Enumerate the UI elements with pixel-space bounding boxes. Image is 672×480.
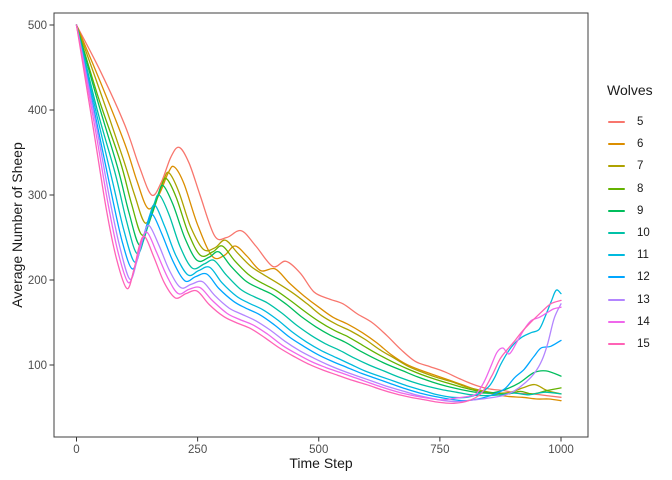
series-line-14	[75, 24, 562, 401]
legend-item-label: 5	[637, 116, 644, 129]
legend-item-12: 12	[604, 266, 653, 288]
legend-item-label: 13	[637, 293, 650, 306]
legend-item-label: 6	[637, 138, 644, 151]
legend: Wolves 5 6 7 8 9 10 11 12 13 14 15	[604, 82, 653, 355]
legend-key-line-icon	[608, 143, 625, 146]
legend-item-7: 7	[604, 155, 653, 177]
x-tick-label: 0	[73, 444, 79, 456]
series-line-12	[75, 24, 562, 402]
y-tick-label: 300	[28, 190, 47, 202]
legend-item-label: 11	[637, 249, 649, 262]
y-tick-label: 200	[28, 275, 47, 287]
x-tick-label: 250	[188, 444, 207, 456]
legend-item-label: 7	[637, 160, 644, 173]
legend-item-6: 6	[604, 133, 653, 155]
x-tick-label: 1000	[548, 444, 574, 456]
legend-item-5: 5	[604, 111, 653, 133]
y-tick-label: 400	[28, 105, 47, 117]
legend-key-line-icon	[608, 187, 625, 190]
series-line-10	[75, 24, 562, 397]
series-line-5	[75, 24, 562, 398]
series-line-13	[75, 24, 562, 403]
legend-item-label: 9	[637, 204, 644, 217]
legend-key-line-icon	[608, 298, 625, 301]
legend-item-label: 12	[637, 271, 650, 284]
series-line-9	[75, 24, 562, 394]
legend-key-line-icon	[608, 276, 625, 279]
y-tick-label: 500	[28, 20, 47, 32]
legend-key-line-icon	[608, 232, 625, 235]
legend-key-line-icon	[608, 121, 625, 124]
x-tick-label: 750	[430, 444, 449, 456]
x-tick-label: 500	[309, 444, 328, 456]
legend-key-line-icon	[608, 254, 625, 257]
legend-item-15: 15	[604, 333, 653, 355]
y-tick-label: 100	[28, 360, 47, 372]
legend-items: 5 6 7 8 9 10 11 12 13 14 15	[604, 111, 653, 355]
legend-item-10: 10	[604, 222, 653, 244]
legend-key-line-icon	[608, 320, 625, 323]
y-axis-title: Average Number of Sheep	[9, 142, 25, 308]
legend-item-13: 13	[604, 289, 653, 311]
legend-item-label: 14	[637, 315, 650, 328]
legend-key-line-icon	[608, 165, 625, 168]
legend-key-line-icon	[608, 342, 625, 345]
legend-title: Wolves	[607, 82, 653, 98]
series-line-6	[75, 24, 562, 402]
legend-item-11: 11	[604, 244, 653, 266]
legend-item-14: 14	[604, 311, 653, 333]
x-axis-title: Time Step	[289, 455, 353, 471]
legend-item-label: 10	[637, 227, 650, 240]
legend-item-9: 9	[604, 200, 653, 222]
series-line-11	[75, 24, 562, 399]
legend-item-8: 8	[604, 178, 653, 200]
legend-key-line-icon	[608, 209, 625, 212]
panel-border	[53, 12, 589, 438]
series-line-15	[75, 24, 562, 404]
legend-item-label: 15	[637, 337, 650, 350]
legend-item-label: 8	[637, 182, 644, 195]
